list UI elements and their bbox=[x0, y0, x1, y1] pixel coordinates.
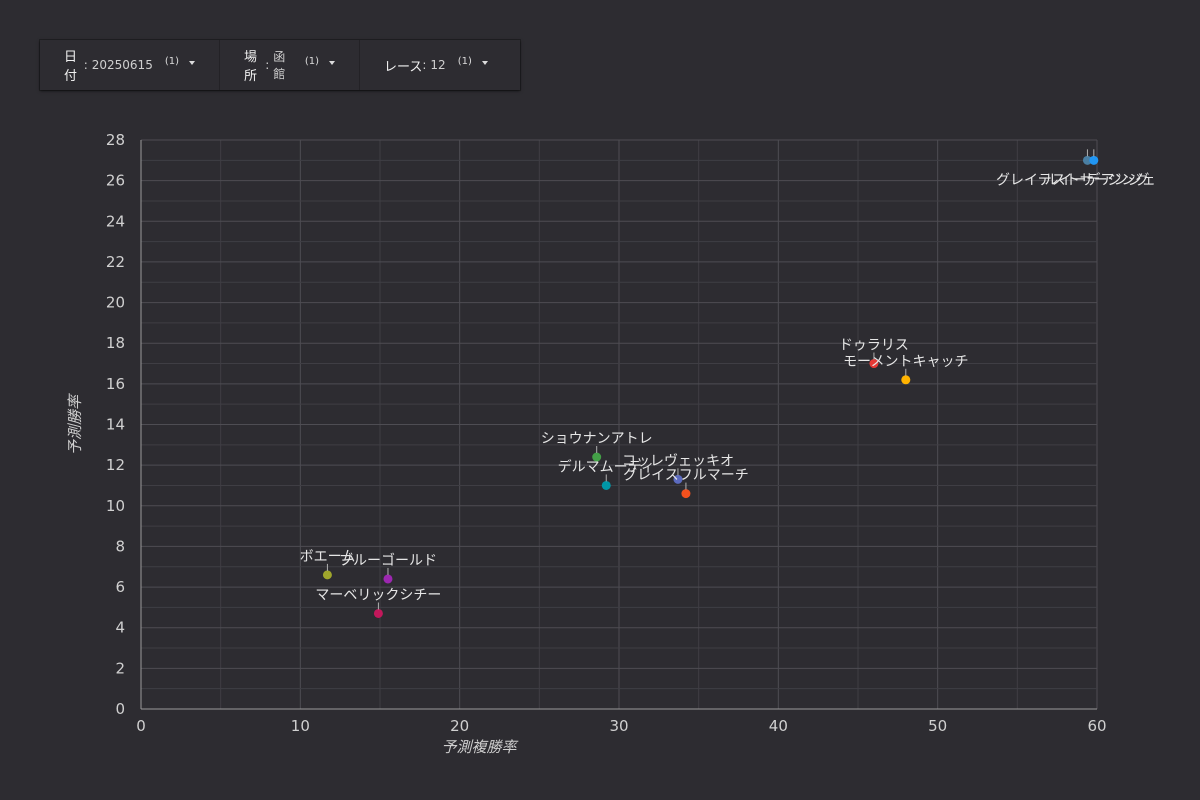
point-label: ルイーデアンジェ bbox=[1044, 171, 1155, 188]
y-tick-label: 10 bbox=[106, 497, 125, 515]
point-label: ブルーゴールド bbox=[339, 552, 437, 569]
scatter-point[interactable] bbox=[901, 375, 911, 385]
caret-down-icon bbox=[189, 61, 195, 65]
filter-separator: : bbox=[83, 58, 88, 72]
chart-axes bbox=[140, 140, 1097, 710]
filter-label: 場所 bbox=[244, 50, 258, 84]
x-tick-label: 0 bbox=[136, 717, 146, 735]
filter-label: レース bbox=[384, 59, 423, 75]
venue-filter[interactable]: 場所: 函館 (1) bbox=[220, 40, 360, 90]
scatter-point[interactable] bbox=[601, 480, 611, 490]
chart-points bbox=[322, 155, 1099, 618]
point-label: グレイテストサージング bbox=[996, 172, 1149, 188]
x-tick-label: 10 bbox=[291, 717, 310, 735]
filter-separator: : bbox=[265, 58, 270, 72]
filter-label: 日付 bbox=[64, 50, 78, 84]
chart-point-labels: グレイテストサージングルイーデアンジェドゥラリスモーメントキャッチショウナンアト… bbox=[300, 149, 1156, 610]
point-label: グレイスフルマーチ bbox=[623, 468, 749, 484]
scatter-point[interactable] bbox=[322, 570, 332, 580]
caret-down-icon bbox=[329, 61, 335, 65]
y-tick-label: 12 bbox=[106, 456, 125, 474]
filter-bar: 日付:20250615 (1) 場所: 函館 (1) レース:12 (1) bbox=[40, 40, 520, 90]
y-tick-label: 0 bbox=[115, 700, 125, 718]
scatter-point[interactable] bbox=[383, 574, 393, 584]
chart-grid bbox=[140, 139, 1098, 710]
y-tick-label: 20 bbox=[106, 294, 125, 312]
filter-separator: : bbox=[422, 58, 427, 72]
y-tick-label: 18 bbox=[106, 334, 125, 352]
y-tick-label: 6 bbox=[115, 578, 125, 596]
x-tick-label: 20 bbox=[450, 717, 469, 735]
y-tick-label: 8 bbox=[115, 537, 125, 555]
filter-count: (1) bbox=[304, 55, 319, 67]
point-label: ドゥラリス bbox=[839, 338, 909, 354]
filter-count: (1) bbox=[457, 55, 472, 67]
point-label: モーメントキャッチ bbox=[843, 354, 968, 370]
point-label: コッレヴェッキオ bbox=[622, 452, 734, 469]
scatter-point[interactable] bbox=[673, 474, 683, 484]
point-label: ショウナンアトレ bbox=[541, 431, 653, 447]
race-filter[interactable]: レース:12 (1) bbox=[360, 40, 520, 90]
scatter-point[interactable] bbox=[869, 359, 879, 369]
x-tick-label: 30 bbox=[609, 717, 628, 735]
filter-value: 20250615 bbox=[91, 58, 153, 72]
filter-value: 函館 bbox=[273, 50, 286, 81]
x-tick-label: 60 bbox=[1087, 717, 1106, 735]
filter-count: (1) bbox=[164, 55, 179, 67]
point-label: ボエーム bbox=[300, 549, 356, 565]
y-tick-label: 28 bbox=[106, 131, 125, 149]
y-tick-label: 26 bbox=[106, 172, 125, 190]
point-label: デルマムーティ bbox=[558, 458, 655, 475]
scatter-point[interactable] bbox=[1082, 155, 1092, 165]
caret-down-icon bbox=[481, 61, 488, 65]
y-tick-label: 24 bbox=[106, 212, 125, 230]
y-tick-label: 4 bbox=[115, 619, 125, 637]
date-filter[interactable]: 日付:20250615 (1) bbox=[40, 40, 220, 90]
scatter-point[interactable] bbox=[373, 608, 383, 618]
x-tick-label: 40 bbox=[769, 717, 788, 735]
scatter-point[interactable] bbox=[1089, 155, 1099, 165]
point-label: マーベリックシチー bbox=[315, 587, 441, 603]
x-tick-label: 50 bbox=[928, 717, 947, 735]
y-axis-title: 予測勝率 bbox=[66, 393, 84, 455]
y-tick-label: 2 bbox=[115, 659, 125, 677]
scatter-point[interactable] bbox=[681, 489, 691, 499]
y-tick-label: 22 bbox=[106, 253, 125, 271]
scatter-point[interactable] bbox=[592, 452, 602, 462]
y-tick-label: 16 bbox=[106, 375, 125, 393]
x-axis-title: 予測複勝率 bbox=[441, 738, 518, 756]
filter-value: 12 bbox=[430, 58, 446, 72]
y-tick-label: 14 bbox=[106, 416, 125, 434]
